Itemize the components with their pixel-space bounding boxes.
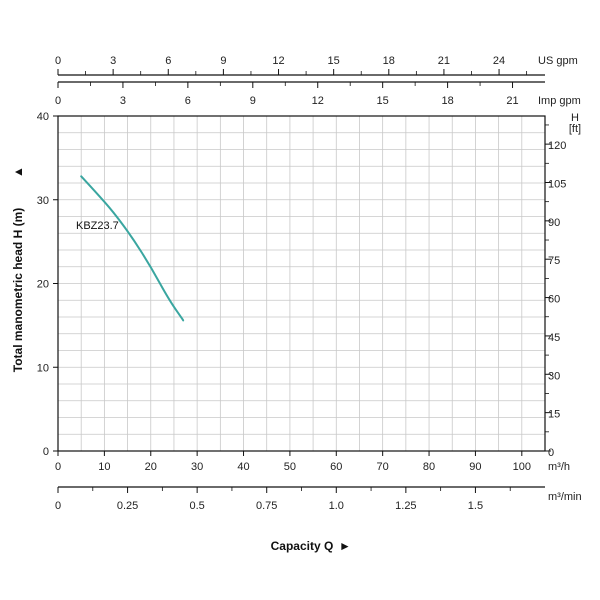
us-gpm-tick-label: 9 [220, 55, 226, 67]
x-tick-label: 40 [237, 461, 249, 473]
us-gpm-tick-label: 21 [438, 55, 450, 67]
y-right-tick-label: 90 [548, 217, 560, 229]
flow-unit-label: m³/min [548, 491, 582, 503]
flow-tick-label: 0 [55, 500, 61, 512]
imp-gpm-tick-label: 0 [55, 95, 61, 107]
y-tick-label: 40 [37, 111, 49, 123]
y-right-tick-label: 15 [548, 409, 560, 421]
x-tick-label: 20 [145, 461, 157, 473]
x-tick-label: 90 [469, 461, 481, 473]
us-gpm-tick-label: 0 [55, 55, 61, 67]
x-tick-label: 70 [377, 461, 389, 473]
x-tick-label: 50 [284, 461, 296, 473]
series-point [80, 175, 82, 177]
x-tick-label: 10 [98, 461, 110, 473]
tick-labels: 0 10 20 30 40 50 60 70 80 90 100 m³/h0 0.25 0.5 0.75 1.… [37, 55, 582, 512]
x-axis-arrow: ► [339, 539, 351, 553]
y-tick-label: 20 [37, 279, 49, 291]
y-right-tick-label: 30 [548, 370, 560, 382]
us-gpm-tick-label: 12 [272, 55, 284, 67]
x-tick-label: 60 [330, 461, 342, 473]
us-gpm-tick-label: 18 [383, 55, 395, 67]
y-right-unit-h: H [571, 112, 579, 124]
us-gpm-tick-label: 24 [493, 55, 505, 67]
y-right-unit-ft: [ft] [569, 123, 581, 135]
y-axis-arrow: ▲ [11, 166, 25, 178]
us-gpm-tick-label: 3 [110, 55, 116, 67]
x-tick-label: 80 [423, 461, 435, 473]
y-right-tick-label: 105 [548, 178, 566, 190]
y-right-tick-label: 60 [548, 294, 560, 306]
series-point [182, 319, 184, 321]
x-axis-title: Capacity Q [271, 539, 334, 553]
series-point [131, 236, 133, 239]
series-point [150, 266, 152, 268]
imp-gpm-tick-label: 21 [506, 95, 518, 107]
y-right-tick-label: 120 [548, 140, 566, 152]
imp-gpm-tick-label: 15 [377, 95, 389, 107]
series: KBZ23.7 [76, 175, 185, 322]
grid [57, 115, 546, 452]
flow-tick-label: 0.75 [256, 500, 277, 512]
imp-gpm-unit-label: Imp gpm [538, 95, 581, 107]
x-tick-label: 100 [513, 461, 531, 473]
us-gpm-unit-label: US gpm [538, 55, 578, 67]
x-tick-label: 0 [55, 461, 61, 473]
flow-tick-label: 1.25 [395, 500, 416, 512]
imp-gpm-tick-label: 6 [185, 95, 191, 107]
y-tick-label: 0 [43, 446, 49, 458]
y-tick-label: 10 [37, 362, 49, 374]
flow-tick-label: 1.5 [468, 500, 483, 512]
imp-gpm-tick-label: 9 [250, 95, 256, 107]
imp-gpm-tick-label: 3 [120, 95, 126, 107]
imp-gpm-tick-label: 12 [312, 95, 324, 107]
x-unit-label: m³/h [548, 461, 570, 473]
flow-tick-label: 0.25 [117, 500, 138, 512]
y-right-tick-label: 75 [548, 255, 560, 267]
imp-gpm-tick-label: 18 [441, 95, 453, 107]
y-right-tick-label: 45 [548, 332, 560, 344]
x-tick-label: 30 [191, 461, 203, 473]
us-gpm-tick-label: 6 [165, 55, 171, 67]
series-point [94, 190, 96, 192]
axes [53, 69, 551, 493]
series-point [113, 211, 115, 213]
y-right-tick-label: 0 [548, 447, 554, 459]
y-tick-label: 30 [37, 195, 49, 207]
flow-tick-label: 0.5 [189, 500, 204, 512]
flow-tick-label: 1.0 [329, 500, 344, 512]
series-point [168, 299, 170, 301]
series-label: KBZ23.7 [76, 220, 119, 232]
y-axis-title: Total manometric head H (m) [11, 208, 25, 372]
us-gpm-tick-label: 15 [328, 55, 340, 67]
